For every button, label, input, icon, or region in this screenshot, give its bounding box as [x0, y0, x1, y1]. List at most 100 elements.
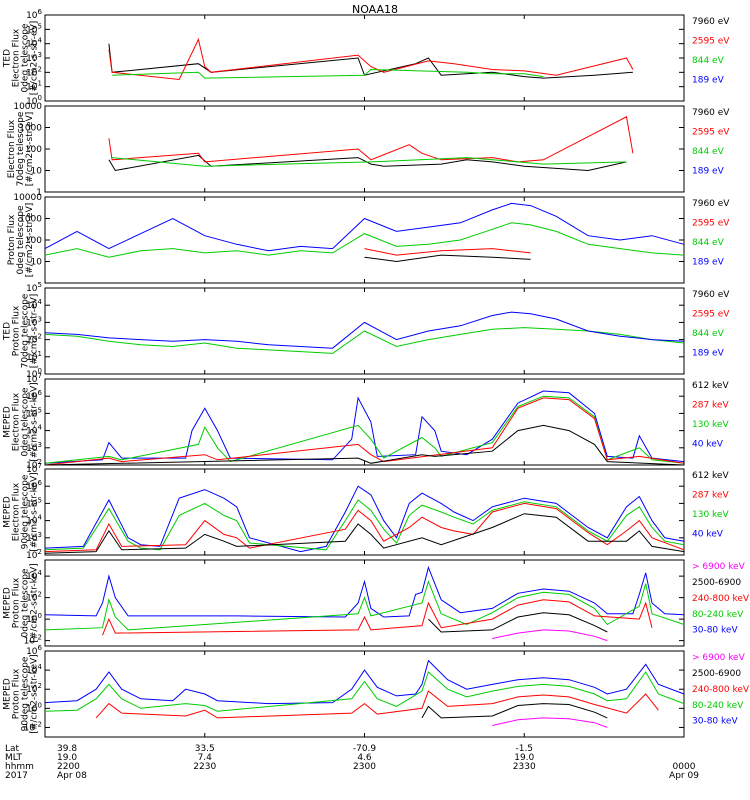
- series-line-7960-ev: [108, 43, 633, 79]
- x-tick-label: Apr 09: [669, 771, 699, 781]
- plot-frame: [44, 650, 685, 738]
- legend: 7960 eV 2595 eV 844 eV 189 eV: [692, 17, 730, 86]
- legend: 612 keV 287 keV 130 keV 40 keV: [692, 471, 729, 540]
- y-axis-label-line: TED: [3, 322, 13, 341]
- y-tick-label: 102: [26, 333, 42, 346]
- plot-frame: [44, 196, 685, 284]
- legend-entry: 2500-6900: [692, 578, 741, 588]
- y-tick-label: 1000: [19, 215, 42, 225]
- legend-entry: 240-800 keV: [692, 685, 750, 695]
- y-tick-label: 100: [26, 701, 42, 714]
- y-tick-label: 105: [26, 22, 42, 35]
- y-axis-label-line: Electron Flux: [7, 119, 17, 178]
- series-line--6900-kev: [492, 717, 608, 728]
- x-tick-label: -1.5: [515, 744, 533, 754]
- series-line-2595-ev: [108, 116, 634, 163]
- y-axis-label-line: MEPED: [3, 678, 13, 710]
- x-tick-label: -70.9: [353, 744, 377, 754]
- y-axis-label-line: [#/cm2-s-str-eV]: [30, 294, 40, 369]
- y-tick-label: 105: [26, 406, 42, 419]
- y-tick-label: 10000: [13, 193, 42, 203]
- y-tick-label: 102: [26, 65, 42, 78]
- x-tick-label: 0000: [673, 762, 696, 772]
- y-tick-label: 100: [25, 145, 42, 155]
- chart-title: NOAA18: [352, 3, 398, 16]
- y-axis-label-line: 90deg telescope: [21, 656, 31, 731]
- y-tick-label: 103: [26, 51, 42, 64]
- series-line-7960-ev: [364, 254, 531, 263]
- y-tick-label: 101: [26, 350, 42, 363]
- legend-entry: 844 eV: [692, 329, 725, 339]
- y-tick-label: 10-2: [24, 720, 42, 733]
- legend: 7960 eV 2595 eV 844 eV 189 eV: [692, 199, 730, 268]
- y-tick-label: 100: [25, 236, 42, 246]
- legend: > 6900 keV 2500-6900 240-800 keV 80-240 keV…: [692, 562, 750, 636]
- y-tick-label: 104: [26, 663, 42, 676]
- series-line-2500-6900: [421, 703, 608, 719]
- series-line-240-800-kev: [102, 599, 653, 636]
- y-tick-label: 106: [26, 644, 42, 657]
- series-line-80-240-kev: [44, 671, 685, 712]
- y-tick-label: 103: [26, 441, 42, 454]
- y-axis-label: MEPEDElectron Flux0deg telescope[#/cm2-s…: [3, 382, 40, 461]
- legend-entry: 7960 eV: [692, 199, 730, 209]
- y-axis-label-line: Electron Flux: [12, 28, 22, 87]
- legend-entry: 7960 eV: [692, 108, 730, 118]
- y-axis-label-line: [#/cm2-s-str-keV]: [30, 382, 40, 461]
- series-line-189-ev: [44, 202, 685, 252]
- series-line-844-ev: [44, 327, 685, 354]
- series-line-287-kev: [44, 397, 685, 466]
- y-axis-label-line: [#/cm2-s-str-keV]: [30, 654, 40, 733]
- y-tick-label: 1000: [19, 124, 42, 134]
- legend-entry: 80-240 keV: [692, 610, 744, 620]
- y-axis-label-line: [#/cm2-s-str-eV]: [25, 112, 35, 187]
- y-axis-label: MEPEDElectron Flux90deg telescope[#/cm2-…: [3, 472, 40, 551]
- y-axis-label: Electron Flux70deg telescope[#/cm2-s-str…: [7, 111, 35, 186]
- y-axis-label-line: 0deg telescope: [21, 568, 31, 638]
- y-tick-label: 106: [26, 389, 42, 402]
- y-axis-label-line: 90deg telescope: [21, 474, 31, 549]
- legend-entry: 80-240 keV: [692, 701, 744, 711]
- legend: 7960 eV 2595 eV 844 eV 189 eV: [692, 108, 730, 177]
- legend-entry: 612 keV: [692, 381, 729, 391]
- legend-entry: 130 keV: [692, 420, 729, 430]
- y-tick-label: 106: [26, 479, 42, 492]
- y-tick-label: 102: [26, 548, 42, 561]
- y-tick-label: 105: [26, 281, 42, 294]
- series-line-130-kev: [44, 395, 685, 464]
- y-axis-label-line: 0deg telescope: [16, 205, 26, 275]
- x-tick-label: 33.5: [195, 744, 215, 754]
- y-tick-label: 102: [26, 682, 42, 695]
- legend-entry: 287 keV: [692, 401, 729, 411]
- series-line-612-kev: [44, 424, 685, 466]
- x-tick-label: 19.0: [57, 753, 77, 763]
- x-axis-row-label: MLT: [5, 753, 23, 763]
- y-axis-label-line: TED: [3, 49, 13, 68]
- y-tick-label: 10: [31, 167, 43, 177]
- y-tick-label: 104: [26, 569, 42, 582]
- series-line-612-kev: [44, 513, 685, 554]
- x-tick-label: 4.6: [357, 753, 372, 763]
- y-axis-label-line: Proton Flux: [7, 214, 17, 265]
- x-axis-row-label: Lat: [5, 744, 20, 754]
- y-axis-label-line: Electron Flux: [12, 392, 22, 451]
- y-axis-label-line: Proton Flux: [12, 668, 22, 719]
- x-axis-row-label: 2017: [5, 771, 28, 781]
- legend-entry: 189 eV: [692, 167, 725, 177]
- x-tick-label: Apr 08: [57, 771, 87, 781]
- legend-entry: 189 eV: [692, 258, 725, 268]
- series-line-40-kev: [44, 390, 685, 464]
- y-axis-label-line: MEPED: [3, 406, 13, 438]
- y-axis-label: TEDElectron Flux0deg telescope[#/cm2-s-s…: [3, 21, 40, 96]
- series-line-287-kev: [44, 502, 685, 553]
- legend-entry: 30-80 keV: [692, 626, 738, 636]
- y-tick-label: 1: [36, 188, 42, 198]
- legend-entry: 40 keV: [692, 440, 724, 450]
- y-axis-label: Proton Flux0deg telescope[#/cm2-s-str-eV…: [7, 203, 35, 278]
